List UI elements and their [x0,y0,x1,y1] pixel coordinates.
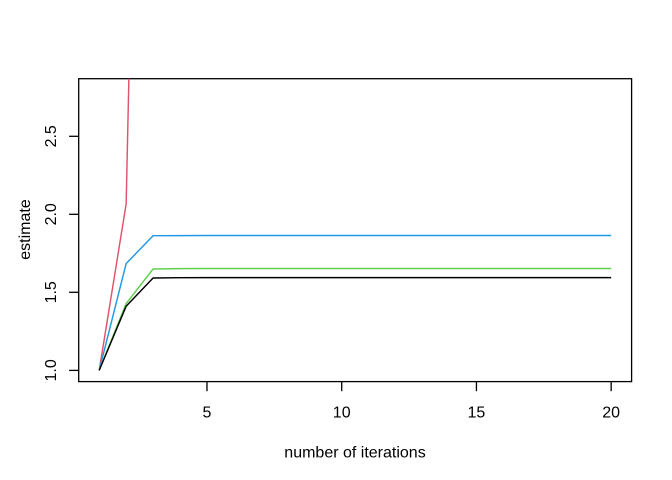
svg-text:2.0: 2.0 [43,203,60,225]
svg-text:15: 15 [468,405,486,422]
svg-text:20: 20 [602,405,620,422]
svg-text:5: 5 [203,405,212,422]
svg-text:1.0: 1.0 [43,359,60,381]
svg-text:2.5: 2.5 [43,125,60,147]
svg-text:estimate: estimate [17,199,34,260]
svg-text:number of iterations: number of iterations [284,445,425,462]
svg-text:10: 10 [333,405,351,422]
svg-text:1.5: 1.5 [43,281,60,303]
